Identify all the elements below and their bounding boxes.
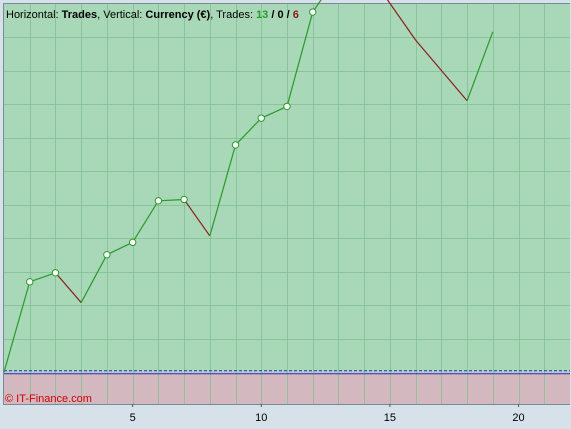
series-segments [3, 0, 494, 373]
series-markers [26, 8, 317, 286]
winning-trade-segment [158, 198, 185, 202]
losing-trade-segment [55, 272, 82, 303]
trade-marker [154, 197, 163, 205]
winning-trade-segment [466, 31, 494, 101]
chart-header: Horizontal: Trades, Vertical: Currency (… [6, 9, 299, 21]
winning-trade-segment [80, 254, 108, 303]
trade-marker [283, 102, 291, 111]
even-count: 0 [277, 9, 283, 21]
count-separator: / [268, 9, 277, 21]
losing-trade-segment [183, 199, 211, 237]
winning-trade-segment [29, 272, 56, 283]
trade-marker [180, 195, 188, 204]
x-tick-label: 10 [255, 412, 267, 424]
x-axis-ticks: 5 10 15 20 [130, 404, 525, 424]
wins-count: 13 [256, 9, 268, 21]
vertical-value: Currency (€) [145, 9, 210, 21]
losing-trade-segment [386, 0, 417, 41]
winning-trade-segment [312, 0, 322, 13]
horizontal-value: Trades [62, 9, 97, 21]
trade-marker [231, 141, 240, 149]
trade-marker [103, 251, 111, 259]
winning-trade-segment [106, 241, 133, 256]
trade-marker [128, 238, 137, 247]
winning-trade-segment [132, 200, 159, 243]
x-tick-label: 5 [130, 412, 136, 424]
trade-marker [26, 278, 34, 286]
trade-marker [257, 114, 265, 122]
zero-line [4, 370, 570, 375]
trade-marker [309, 8, 317, 16]
winning-trade-segment [286, 11, 314, 107]
count-separator: / [284, 9, 293, 21]
winning-trade-segment [235, 117, 262, 146]
x-tick-label: 15 [384, 412, 396, 424]
winning-trade-segment [261, 105, 288, 119]
trades-label: , Trades: [210, 9, 256, 21]
losses-count: 6 [293, 9, 299, 21]
x-tick-label: 20 [512, 412, 524, 424]
vertical-label: , Vertical: [97, 9, 145, 21]
winning-trade-segment [209, 144, 237, 237]
winning-trade-segment [3, 281, 31, 373]
horizontal-label: Horizontal: [6, 9, 62, 21]
credit-text: © IT-Finance.com [5, 393, 92, 405]
losing-trade-segment [415, 39, 468, 102]
trade-marker [51, 269, 60, 277]
